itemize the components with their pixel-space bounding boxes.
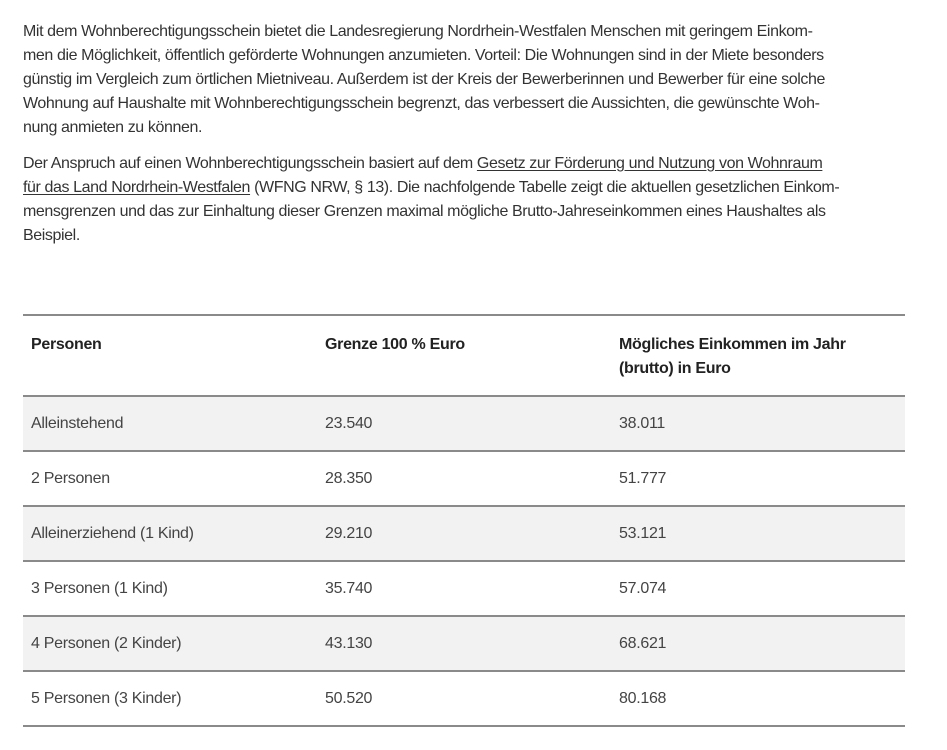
limit-cell: 43.130: [325, 634, 373, 652]
income-cell: 68.621: [619, 634, 667, 652]
table-row: Alleinerziehend (1 Kind) 29.210 53.121: [23, 506, 905, 561]
limit-cell: 50.520: [325, 689, 373, 707]
table-row: 4 Personen (2 Kinder) 43.130 68.621: [23, 616, 905, 671]
income-cell: 80.168: [619, 689, 667, 707]
limit-cell: 29.210: [325, 524, 373, 542]
persons-cell: 3 Personen (1 Kind): [31, 579, 168, 597]
intro-paragraph: Mit dem Wohnberechtigungsschein bietet d…: [23, 20, 908, 140]
text-line: Der Anspruch auf einen Wohnberechtigungs…: [23, 152, 908, 176]
wfng-law-link[interactable]: Gesetz zur Förderung und Nutzung von Woh…: [476, 155, 823, 172]
header-limit: Grenze 100 % Euro: [325, 336, 465, 353]
income-cell: 57.074: [619, 579, 667, 597]
limit-cell: 23.540: [325, 414, 373, 432]
table-header-row: Personen Grenze 100 % Euro Mögliches Ein…: [23, 315, 905, 396]
text-line: Wohnung auf Haushalte mit Wohnberechtigu…: [23, 95, 820, 112]
text-line: mensgrenzen und das zur Einhaltung diese…: [23, 203, 826, 220]
text-line: günstig im Vergleich zum örtlichen Mietn…: [23, 71, 826, 88]
table-row: 5 Personen (3 Kinder) 50.520 80.168: [23, 671, 905, 726]
persons-cell: 4 Personen (2 Kinder): [31, 634, 182, 652]
persons-cell: 2 Personen: [31, 469, 110, 487]
income-limits-table: Personen Grenze 100 % Euro Mögliches Ein…: [23, 314, 905, 727]
text-line: für das Land Nordrhein-Westfalen (WFNG N…: [23, 176, 908, 200]
table-row: Alleinstehend 23.540 38.011: [23, 396, 905, 451]
persons-cell: Alleinerziehend (1 Kind): [31, 524, 194, 542]
limit-cell: 28.350: [325, 469, 373, 487]
limit-cell: 35.740: [325, 579, 373, 597]
income-cell: 53.121: [619, 524, 667, 542]
income-cell: 38.011: [619, 414, 665, 432]
header-persons: Personen: [31, 336, 102, 353]
text-line: Beispiel.: [23, 227, 80, 244]
text-segment: (WFNG NRW, § 13). Die nachfolgende Tabel…: [250, 179, 840, 196]
income-cell: 51.777: [619, 469, 667, 487]
legal-basis-paragraph: Der Anspruch auf einen Wohnberechtigungs…: [23, 152, 908, 248]
text-segment: Der Anspruch auf einen Wohnberechtigungs…: [23, 155, 477, 172]
header-possible-income: Mögliches Einkommen im Jahr (brutto) in …: [619, 336, 846, 377]
persons-cell: Alleinstehend: [31, 414, 124, 432]
text-line: nung anmieten zu können.: [23, 119, 202, 136]
table-row: 2 Personen 28.350 51.777: [23, 451, 905, 506]
wfng-law-link-continued[interactable]: für das Land Nordrhein-Westfalen: [23, 179, 251, 196]
persons-cell: 5 Personen (3 Kinder): [31, 689, 182, 707]
article-content: Mit dem Wohnberechtigungsschein bietet d…: [23, 20, 908, 260]
text-line: Mit dem Wohnberechtigungsschein bietet d…: [23, 23, 813, 40]
table-row: 3 Personen (1 Kind) 35.740 57.074: [23, 561, 905, 616]
text-line: men die Möglichkeit, öffentlich geförder…: [23, 47, 824, 64]
